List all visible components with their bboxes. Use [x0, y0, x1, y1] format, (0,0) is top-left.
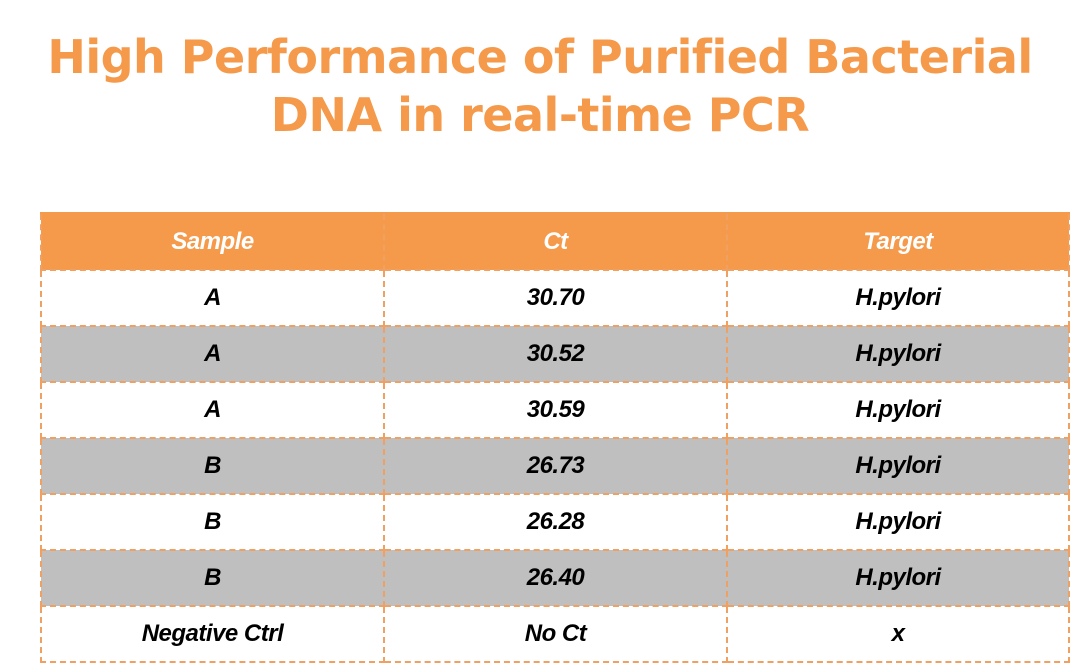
table-row: B 26.40 H.pylori	[40, 549, 1070, 607]
cell-target: H.pylori	[726, 269, 1070, 327]
cell-target: H.pylori	[726, 325, 1070, 383]
results-table: Sample Ct Target A 30.70 H.pylori A 30.5…	[40, 212, 1070, 663]
page-title-line-1: High Performance of Purified Bacterial	[47, 30, 1033, 84]
table-header-row: Sample Ct Target	[40, 212, 1070, 271]
cell-ct: 30.59	[383, 381, 728, 439]
cell-ct: 26.28	[383, 493, 728, 551]
cell-target: x	[726, 605, 1070, 663]
cell-sample: A	[40, 269, 385, 327]
cell-sample: Negative Ctrl	[40, 605, 385, 663]
cell-target: H.pylori	[726, 437, 1070, 495]
table-row: A 30.70 H.pylori	[40, 269, 1070, 327]
column-header-sample: Sample	[40, 212, 385, 271]
table-row: B 26.28 H.pylori	[40, 493, 1070, 551]
table-row: Negative Ctrl No Ct x	[40, 605, 1070, 663]
page-title: High Performance of Purified Bacterial D…	[0, 28, 1080, 144]
column-header-ct: Ct	[383, 212, 728, 271]
cell-sample: A	[40, 381, 385, 439]
column-header-target: Target	[726, 212, 1070, 271]
table-row: B 26.73 H.pylori	[40, 437, 1070, 495]
cell-ct: 30.52	[383, 325, 728, 383]
table-row: A 30.52 H.pylori	[40, 325, 1070, 383]
cell-sample: B	[40, 549, 385, 607]
table-row: A 30.59 H.pylori	[40, 381, 1070, 439]
cell-sample: A	[40, 325, 385, 383]
cell-ct: 26.73	[383, 437, 728, 495]
cell-ct: No Ct	[383, 605, 728, 663]
cell-target: H.pylori	[726, 493, 1070, 551]
cell-target: H.pylori	[726, 381, 1070, 439]
cell-sample: B	[40, 437, 385, 495]
page-title-line-2: DNA in real-time PCR	[270, 88, 810, 142]
cell-target: H.pylori	[726, 549, 1070, 607]
cell-sample: B	[40, 493, 385, 551]
cell-ct: 30.70	[383, 269, 728, 327]
cell-ct: 26.40	[383, 549, 728, 607]
